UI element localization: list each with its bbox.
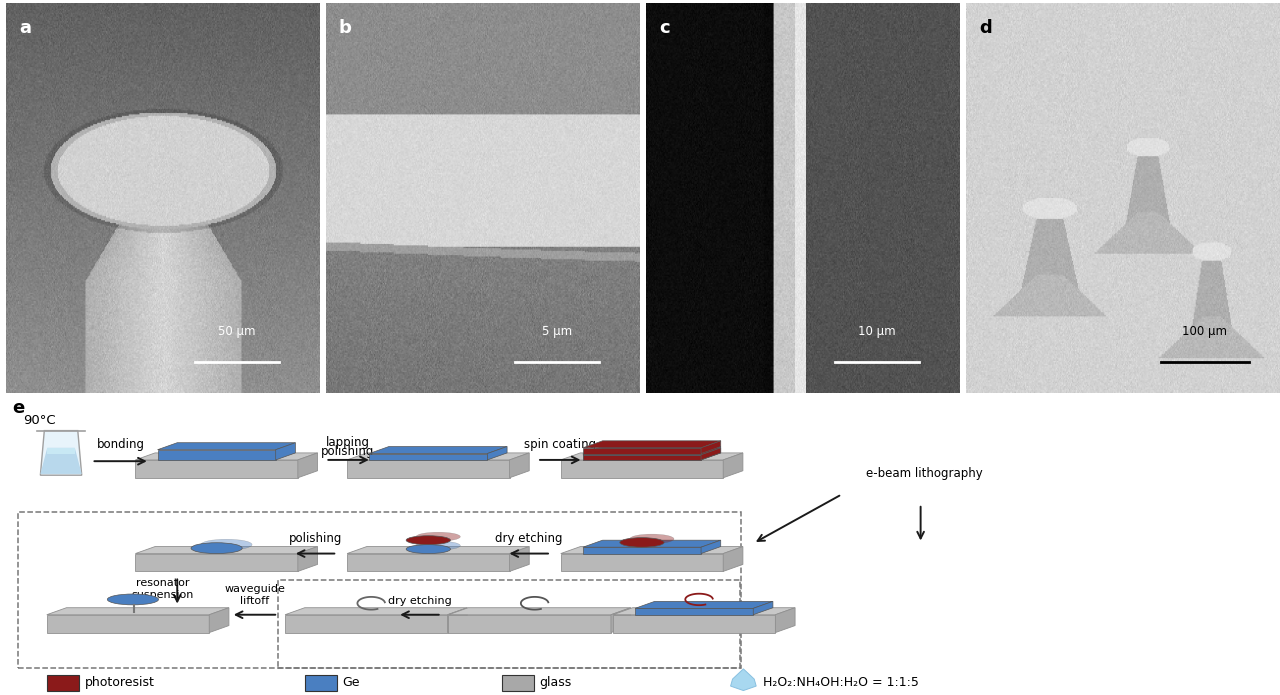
Polygon shape xyxy=(369,454,488,460)
Polygon shape xyxy=(347,460,509,477)
Polygon shape xyxy=(136,546,317,553)
Polygon shape xyxy=(582,446,721,454)
Text: c: c xyxy=(659,19,669,37)
Polygon shape xyxy=(347,546,529,553)
Polygon shape xyxy=(701,448,721,460)
Text: resonator
suspension: resonator suspension xyxy=(132,578,193,600)
Text: 50 μm: 50 μm xyxy=(218,325,256,338)
Text: dry etching: dry etching xyxy=(495,532,562,545)
Ellipse shape xyxy=(406,536,451,545)
Text: 10 μm: 10 μm xyxy=(858,325,896,338)
Polygon shape xyxy=(582,540,721,547)
Polygon shape xyxy=(582,448,721,455)
Polygon shape xyxy=(753,601,773,614)
Bar xyxy=(47,676,79,691)
Polygon shape xyxy=(701,446,721,460)
Polygon shape xyxy=(509,453,529,477)
Polygon shape xyxy=(47,607,229,614)
Text: 90°C: 90°C xyxy=(23,414,55,427)
Polygon shape xyxy=(136,460,298,477)
Text: photoresist: photoresist xyxy=(84,676,155,689)
Polygon shape xyxy=(157,450,275,460)
Polygon shape xyxy=(561,546,742,553)
Polygon shape xyxy=(701,441,721,454)
Polygon shape xyxy=(41,431,82,475)
Polygon shape xyxy=(448,607,631,614)
Polygon shape xyxy=(285,607,467,614)
Polygon shape xyxy=(41,448,82,474)
Polygon shape xyxy=(723,453,742,477)
Ellipse shape xyxy=(191,543,242,553)
Bar xyxy=(305,676,337,691)
Polygon shape xyxy=(613,614,776,632)
Polygon shape xyxy=(561,460,723,477)
Text: polishing: polishing xyxy=(321,445,375,458)
Polygon shape xyxy=(157,443,296,450)
Polygon shape xyxy=(582,547,701,553)
Text: waveguide
liftoff: waveguide liftoff xyxy=(224,584,285,606)
Polygon shape xyxy=(209,607,229,632)
Text: dry etching: dry etching xyxy=(388,596,452,606)
Text: spin coating: spin coating xyxy=(524,438,595,451)
Ellipse shape xyxy=(108,594,159,605)
Text: H₂O₂:NH₄OH:H₂O = 1:1:5: H₂O₂:NH₄OH:H₂O = 1:1:5 xyxy=(763,676,919,689)
Polygon shape xyxy=(776,607,795,632)
Ellipse shape xyxy=(406,545,451,553)
Text: glass: glass xyxy=(540,676,572,689)
Text: d: d xyxy=(979,19,992,37)
Polygon shape xyxy=(561,553,723,571)
Text: 100 μm: 100 μm xyxy=(1183,325,1228,338)
Text: polishing: polishing xyxy=(288,532,342,545)
Polygon shape xyxy=(275,443,296,460)
Polygon shape xyxy=(298,546,317,571)
Text: 5 μm: 5 μm xyxy=(541,325,572,338)
Polygon shape xyxy=(448,614,611,632)
Text: e: e xyxy=(12,399,24,417)
Polygon shape xyxy=(582,455,701,460)
Polygon shape xyxy=(347,453,529,460)
Polygon shape xyxy=(701,540,721,553)
Polygon shape xyxy=(582,441,721,448)
Ellipse shape xyxy=(620,538,664,547)
Ellipse shape xyxy=(416,541,461,550)
Polygon shape xyxy=(635,601,773,608)
Polygon shape xyxy=(47,448,74,455)
Text: Ge: Ge xyxy=(343,676,360,689)
Ellipse shape xyxy=(201,539,252,550)
Ellipse shape xyxy=(416,532,461,541)
Polygon shape xyxy=(369,446,507,454)
Polygon shape xyxy=(582,454,701,460)
Polygon shape xyxy=(731,669,756,691)
Polygon shape xyxy=(136,553,298,571)
Polygon shape xyxy=(136,453,317,460)
Polygon shape xyxy=(635,608,753,614)
Text: a: a xyxy=(19,19,31,37)
Ellipse shape xyxy=(630,534,675,543)
Polygon shape xyxy=(611,607,631,632)
Bar xyxy=(502,676,534,691)
Polygon shape xyxy=(347,553,509,571)
Polygon shape xyxy=(448,607,467,632)
Polygon shape xyxy=(723,546,742,571)
Polygon shape xyxy=(488,446,507,460)
Polygon shape xyxy=(582,448,701,454)
Text: lapping: lapping xyxy=(326,436,370,449)
Polygon shape xyxy=(613,607,795,614)
Polygon shape xyxy=(285,614,448,632)
Polygon shape xyxy=(561,453,742,460)
Text: b: b xyxy=(339,19,352,37)
Polygon shape xyxy=(509,546,529,571)
Polygon shape xyxy=(47,614,209,632)
Polygon shape xyxy=(298,453,317,477)
Text: bonding: bonding xyxy=(96,438,145,451)
Text: e-beam lithography: e-beam lithography xyxy=(867,466,983,480)
